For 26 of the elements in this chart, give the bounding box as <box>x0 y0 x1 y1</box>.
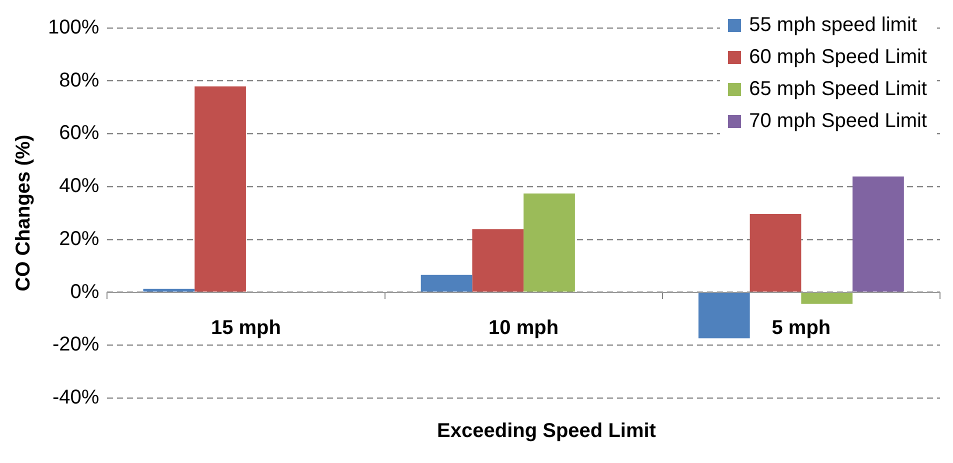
x-tick-label: 5 mph <box>772 316 831 339</box>
y-tick-label: 20% <box>59 228 100 250</box>
bar <box>698 292 750 338</box>
bar <box>194 86 246 292</box>
y-axis-title: CO Changes (%) <box>12 134 35 292</box>
bar <box>420 274 472 292</box>
y-tick-label: 80% <box>59 69 100 92</box>
x-tick-label: 10 mph <box>488 316 559 339</box>
y-tick-label: 0% <box>70 280 100 303</box>
y-tick-label: 100% <box>48 16 100 39</box>
bar <box>524 193 575 292</box>
y-tick-label: -40% <box>52 386 100 409</box>
x-tick-label: 15 mph <box>210 316 281 339</box>
legend-label: 65 mph Speed Limit <box>749 78 927 101</box>
bar <box>852 176 904 292</box>
x-axis-title: Exceeding Speed Limit <box>436 420 657 443</box>
bar <box>801 292 853 304</box>
legend-label: 70 mph Speed Limit <box>749 110 927 133</box>
y-tick-label: 60% <box>59 122 100 144</box>
legend-label: 60 mph Speed Limit <box>749 46 927 69</box>
y-tick-label: 40% <box>59 175 100 198</box>
bar <box>472 229 524 292</box>
bar <box>750 214 802 292</box>
y-tick-label: -20% <box>52 334 100 356</box>
bar <box>143 288 195 292</box>
legend-label: 55 mph speed limit <box>749 14 917 37</box>
